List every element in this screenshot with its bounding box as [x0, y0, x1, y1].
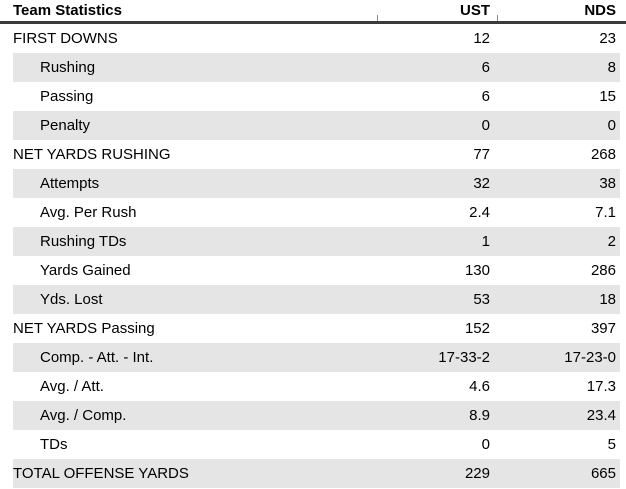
- row-label-cell: Rushing TDs: [40, 233, 127, 250]
- header-col-team-statistics: Team Statistics: [13, 2, 122, 19]
- header-col-nds: NDS: [584, 2, 616, 19]
- ust-value-cell: 77: [473, 146, 490, 163]
- table-row: Yds. Lost 53 18: [0, 285, 626, 314]
- table-row: Yards Gained 130 286: [0, 256, 626, 285]
- row-label-cell: Avg. Per Rush: [40, 204, 137, 221]
- nds-value-cell: 38: [599, 175, 616, 192]
- nds-value-cell: 286: [590, 262, 616, 279]
- table-row: Comp. - Att. - Int. 17-33-2 17-23-0: [0, 343, 626, 372]
- ust-value-cell: 6: [481, 59, 490, 76]
- column-separator-tick: [497, 15, 498, 21]
- ust-value-cell: 152: [464, 320, 490, 337]
- row-label-cell: Rushing: [40, 59, 96, 76]
- table-row: Avg. / Comp. 8.9 23.4: [0, 401, 626, 430]
- table-row: NET YARDS Passing 152 397: [0, 314, 626, 343]
- ust-value-cell: 4.6: [469, 378, 490, 395]
- ust-value-cell: 8.9: [469, 407, 490, 424]
- row-label-cell: NET YARDS RUSHING: [13, 146, 171, 163]
- row-label-cell: FIRST DOWNS: [13, 30, 118, 47]
- row-label-cell: Comp. - Att. - Int.: [40, 349, 154, 366]
- header-col-ust: UST: [460, 2, 490, 19]
- ust-value-cell: 130: [464, 262, 490, 279]
- ust-value-cell: 2.4: [469, 204, 490, 221]
- nds-value-cell: 18: [599, 291, 616, 308]
- table-body: FIRST DOWNS 12 23 Rushing 6 8 Passing 6 …: [0, 24, 626, 488]
- row-label-cell: NET YARDS Passing: [13, 320, 155, 337]
- nds-value-cell: 397: [590, 320, 616, 337]
- ust-value-cell: 1: [481, 233, 490, 250]
- nds-value-cell: 665: [590, 465, 616, 482]
- nds-value-cell: 8: [607, 59, 616, 76]
- table-row: Penalty 0 0: [0, 111, 626, 140]
- ust-value-cell: 229: [464, 465, 490, 482]
- table-row: FIRST DOWNS 12 23: [0, 24, 626, 53]
- nds-value-cell: 17-23-0: [564, 349, 616, 366]
- row-label-cell: Penalty: [40, 117, 91, 134]
- ust-value-cell: 12: [473, 30, 490, 47]
- nds-value-cell: 7.1: [595, 204, 616, 221]
- row-label-cell: TOTAL OFFENSE YARDS: [13, 465, 189, 482]
- row-label-cell: Yds. Lost: [40, 291, 103, 308]
- nds-value-cell: 5: [607, 436, 616, 453]
- table-row: Avg. Per Rush 2.4 7.1: [0, 198, 626, 227]
- column-separator-tick: [377, 15, 378, 21]
- ust-value-cell: 0: [481, 117, 490, 134]
- nds-value-cell: 0: [607, 117, 616, 134]
- row-label-cell: Avg. / Att.: [40, 378, 104, 395]
- nds-value-cell: 23.4: [586, 407, 616, 424]
- ust-value-cell: 0: [481, 436, 490, 453]
- ust-value-cell: 32: [473, 175, 490, 192]
- table-row: TDs 0 5: [0, 430, 626, 459]
- table-header-row: Team Statistics UST NDS: [0, 0, 626, 24]
- ust-value-cell: 6: [481, 88, 490, 105]
- table-row: Rushing TDs 1 2: [0, 227, 626, 256]
- nds-value-cell: 23: [599, 30, 616, 47]
- table-row: NET YARDS RUSHING 77 268: [0, 140, 626, 169]
- table-row: Passing 6 15: [0, 82, 626, 111]
- table-row: TOTAL OFFENSE YARDS 229 665: [0, 459, 626, 488]
- row-label-cell: Yards Gained: [40, 262, 131, 279]
- row-label-cell: Avg. / Comp.: [40, 407, 127, 424]
- row-label-cell: Attempts: [40, 175, 100, 192]
- nds-value-cell: 15: [599, 88, 616, 105]
- nds-value-cell: 2: [607, 233, 616, 250]
- ust-value-cell: 17-33-2: [438, 349, 490, 366]
- nds-value-cell: 268: [590, 146, 616, 163]
- row-label-cell: Passing: [40, 88, 94, 105]
- nds-value-cell: 17.3: [586, 378, 616, 395]
- table-row: Avg. / Att. 4.6 17.3: [0, 372, 626, 401]
- table-row: Rushing 6 8: [0, 53, 626, 82]
- table-row: Attempts 32 38: [0, 169, 626, 198]
- row-label-cell: TDs: [40, 436, 68, 453]
- ust-value-cell: 53: [473, 291, 490, 308]
